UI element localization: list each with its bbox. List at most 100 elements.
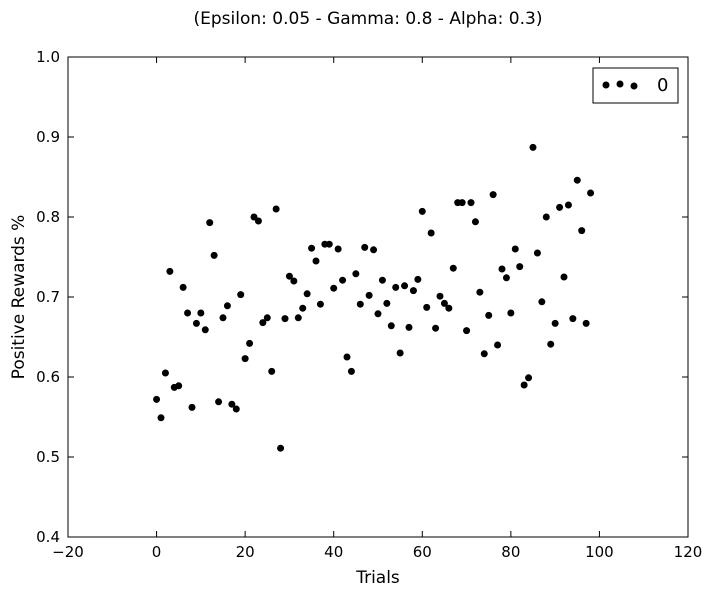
data-point <box>538 298 546 306</box>
data-point <box>259 319 267 327</box>
data-point <box>489 191 497 199</box>
data-point <box>458 199 466 207</box>
legend-marker <box>630 82 638 90</box>
data-point <box>343 353 351 361</box>
data-point <box>387 322 395 330</box>
data-point <box>511 245 519 253</box>
data-point <box>272 205 280 213</box>
data-point <box>294 314 302 322</box>
data-point <box>427 229 435 237</box>
data-point <box>440 299 448 307</box>
data-point <box>215 398 223 406</box>
y-tick-label: 1.0 <box>36 48 60 66</box>
x-tick-label: 100 <box>585 543 614 561</box>
data-point <box>560 273 568 281</box>
data-point <box>330 284 338 292</box>
data-point <box>157 414 165 422</box>
data-point <box>365 291 373 299</box>
legend-label: 0 <box>657 75 668 96</box>
axis-ticks: −20 0 20 40 60 80 100 120 0.4 0.5 0.6 0.7 0.8 0.9 1.0 <box>36 48 702 561</box>
x-axis-title: Trials <box>355 568 400 588</box>
data-point <box>303 290 311 298</box>
y-axis-title: Positive Rewards % <box>9 215 29 380</box>
data-point <box>237 291 245 299</box>
data-point <box>578 227 586 235</box>
data-point <box>232 405 240 413</box>
data-point <box>184 309 192 317</box>
data-point <box>573 176 581 184</box>
data-point <box>445 304 453 312</box>
data-point <box>325 240 333 248</box>
data-point <box>476 288 484 296</box>
data-point <box>316 300 324 308</box>
data-point <box>529 143 537 151</box>
data-point <box>418 207 426 215</box>
data-point <box>507 309 515 317</box>
plot-frame <box>67 56 689 538</box>
data-points <box>153 143 595 452</box>
y-tick-label: 0.5 <box>36 448 60 466</box>
data-point <box>277 444 285 452</box>
data-point <box>268 367 276 375</box>
data-point <box>290 277 298 285</box>
data-point <box>396 349 404 357</box>
data-point <box>201 326 209 334</box>
data-point <box>520 381 528 389</box>
y-tick-label: 0.9 <box>36 128 60 146</box>
data-point <box>241 355 249 363</box>
data-point <box>228 400 236 408</box>
y-tick-label: 0.7 <box>36 288 60 306</box>
legend: 0 <box>592 67 679 104</box>
data-point <box>405 323 413 331</box>
data-point <box>206 219 214 227</box>
data-point <box>587 189 595 197</box>
data-point <box>285 272 293 280</box>
data-point <box>210 251 218 259</box>
data-point <box>312 257 320 265</box>
data-point <box>223 302 231 310</box>
data-point <box>556 203 564 211</box>
x-tick-label: 40 <box>324 543 343 561</box>
data-point <box>485 311 493 319</box>
data-point <box>179 283 187 291</box>
data-point <box>551 319 559 327</box>
data-point <box>254 217 262 225</box>
data-point <box>498 265 506 273</box>
data-point <box>281 315 289 323</box>
x-tick-label: 0 <box>152 543 162 561</box>
data-point <box>525 374 533 382</box>
x-tick-label: −20 <box>52 543 84 561</box>
y-tick-label: 0.8 <box>36 208 60 226</box>
x-tick-label: 120 <box>674 543 703 561</box>
data-point <box>378 276 386 284</box>
data-point <box>374 310 382 318</box>
x-tick-label: 60 <box>413 543 432 561</box>
data-point <box>423 303 431 311</box>
data-point <box>166 267 174 275</box>
data-point <box>299 304 307 312</box>
data-point <box>436 292 444 300</box>
data-point <box>582 319 590 327</box>
data-point <box>175 382 183 390</box>
data-point <box>467 199 475 207</box>
data-point <box>547 340 555 348</box>
plot-area <box>67 56 689 538</box>
data-point <box>153 395 161 403</box>
data-point <box>383 299 391 307</box>
data-point <box>449 264 457 272</box>
legend-marker <box>616 80 624 88</box>
data-point <box>516 263 524 271</box>
data-point <box>197 309 205 317</box>
data-point <box>480 350 488 358</box>
data-point <box>361 243 369 251</box>
y-tick-label: 0.4 <box>36 528 60 546</box>
data-point <box>352 270 360 278</box>
x-tick-label: 80 <box>501 543 520 561</box>
data-point <box>339 276 347 284</box>
data-point <box>414 275 422 283</box>
data-point <box>463 327 471 335</box>
data-point <box>334 245 342 253</box>
data-point <box>569 315 577 323</box>
data-point <box>161 369 169 377</box>
data-point <box>356 300 364 308</box>
